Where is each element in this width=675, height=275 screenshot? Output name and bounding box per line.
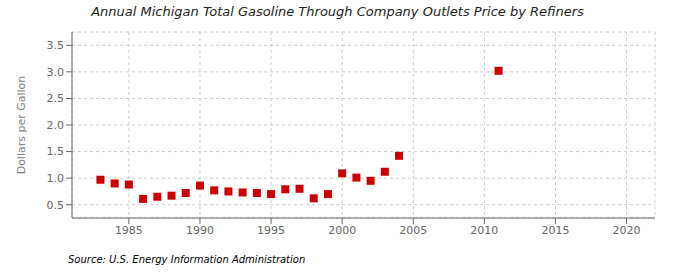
svg-text:1995: 1995 (257, 224, 285, 237)
svg-text:Dollars per Gallon: Dollars per Gallon (15, 76, 28, 175)
svg-text:3.5: 3.5 (47, 39, 65, 52)
svg-text:1.0: 1.0 (47, 172, 65, 185)
svg-text:0.5: 0.5 (47, 199, 65, 212)
svg-text:1985: 1985 (115, 224, 143, 237)
svg-text:3.0: 3.0 (47, 66, 65, 79)
svg-text:2.5: 2.5 (47, 92, 65, 105)
svg-text:1990: 1990 (186, 224, 214, 237)
svg-text:2020: 2020 (613, 224, 641, 237)
svg-text:2.0: 2.0 (47, 119, 65, 132)
svg-text:2000: 2000 (328, 224, 356, 237)
svg-text:1.5: 1.5 (47, 145, 65, 158)
svg-text:2005: 2005 (399, 224, 427, 237)
html-text:Annual Michigan Total Gasoline: Annual Michigan Total Gasoline Through C… (91, 4, 584, 19)
svg-text:2010: 2010 (470, 224, 498, 237)
html-text:Source: U.S. Energy Informatio: Source: U.S. Energy Information Administ… (68, 254, 306, 265)
svg-text:2015: 2015 (541, 224, 569, 237)
